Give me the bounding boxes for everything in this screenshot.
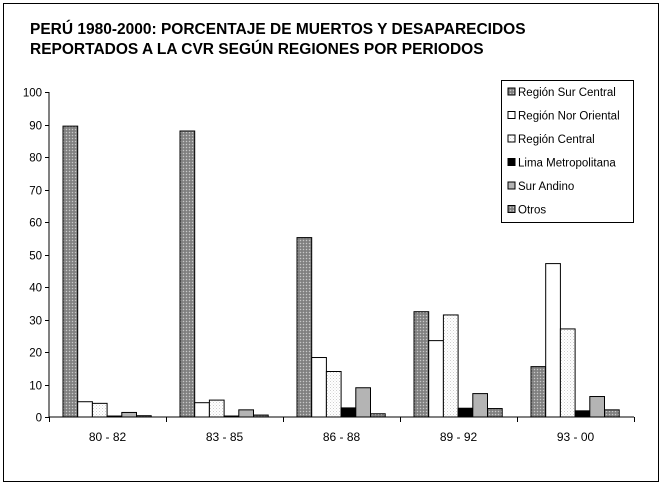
x-tick-label: 80 - 82 — [89, 430, 127, 444]
legend-label: Región Sur Central — [518, 87, 616, 99]
y-tick-label: 10 — [29, 381, 42, 393]
legend-label: Otros — [518, 205, 546, 217]
bar — [253, 414, 269, 418]
bar — [370, 413, 386, 418]
y-tick-label: 80 — [29, 153, 42, 165]
bar — [223, 415, 240, 418]
y-tick-label: 20 — [29, 348, 42, 360]
bar — [428, 340, 444, 418]
x-tick-label: 86 - 88 — [323, 430, 361, 444]
bar — [487, 408, 503, 418]
y-tick-label: 40 — [29, 283, 42, 295]
chart-title: PERÚ 1980-2000: PORCENTAJE DE MUERTOS Y … — [30, 20, 630, 60]
legend-box — [501, 80, 634, 223]
bar — [457, 407, 474, 418]
bar — [604, 409, 620, 418]
bar — [589, 396, 605, 418]
x-tick-label: 93 - 00 — [557, 430, 595, 444]
y-tick-label: 30 — [29, 316, 42, 328]
legend-swatch — [507, 158, 516, 166]
bar — [194, 402, 210, 418]
bar — [121, 411, 138, 418]
legend-label: Región Central — [518, 134, 595, 146]
legend-swatch — [507, 205, 516, 213]
bar — [62, 125, 79, 418]
chart-title-line-2: REPORTADOS A LA CVR SEGÚN REGIONES POR P… — [30, 41, 484, 58]
x-tick-label: 83 - 85 — [206, 430, 244, 444]
y-tick-label: 90 — [29, 121, 42, 133]
bar — [545, 263, 561, 418]
bar — [413, 311, 430, 418]
chart-title-line-1: PERÚ 1980-2000: PORCENTAJE DE MUERTOS Y … — [30, 21, 526, 38]
bar — [574, 410, 591, 418]
legend-swatch — [507, 111, 516, 119]
y-tick-label: 0 — [36, 413, 42, 425]
y-tick-label: 70 — [29, 186, 42, 198]
bar — [530, 366, 547, 418]
legend-swatch — [507, 181, 516, 190]
legend-swatch — [507, 134, 516, 143]
bar — [442, 314, 459, 418]
bar — [208, 399, 225, 418]
bar — [559, 328, 576, 418]
legend-label: Sur Andino — [518, 181, 574, 193]
chart-legend: Región Sur Central Región Nor Oriental Reg… — [501, 80, 634, 223]
bar — [106, 415, 123, 418]
bar — [311, 357, 327, 418]
bar — [77, 401, 93, 418]
legend-label: Región Nor Oriental — [518, 111, 620, 123]
legend-label: Lima Metropolitana — [518, 158, 616, 170]
bar — [238, 409, 255, 418]
bar — [91, 402, 108, 418]
bar — [472, 393, 488, 418]
y-tick-label: 50 — [29, 251, 42, 263]
y-tick-label: 100 — [23, 88, 42, 100]
x-tick-label: 89 - 92 — [440, 430, 478, 444]
chart-axes: 0 10 20 30 40 50 60 70 80 90 100 80 - 82 83 - 85 86 -… — [23, 88, 635, 444]
bar — [296, 237, 313, 418]
chart-bars — [62, 125, 620, 418]
bar — [136, 415, 152, 418]
bar — [179, 130, 196, 418]
bar — [340, 407, 357, 418]
legend-swatch — [507, 87, 516, 96]
bar — [325, 371, 342, 418]
bar — [355, 387, 371, 418]
y-tick-label: 60 — [29, 218, 42, 230]
